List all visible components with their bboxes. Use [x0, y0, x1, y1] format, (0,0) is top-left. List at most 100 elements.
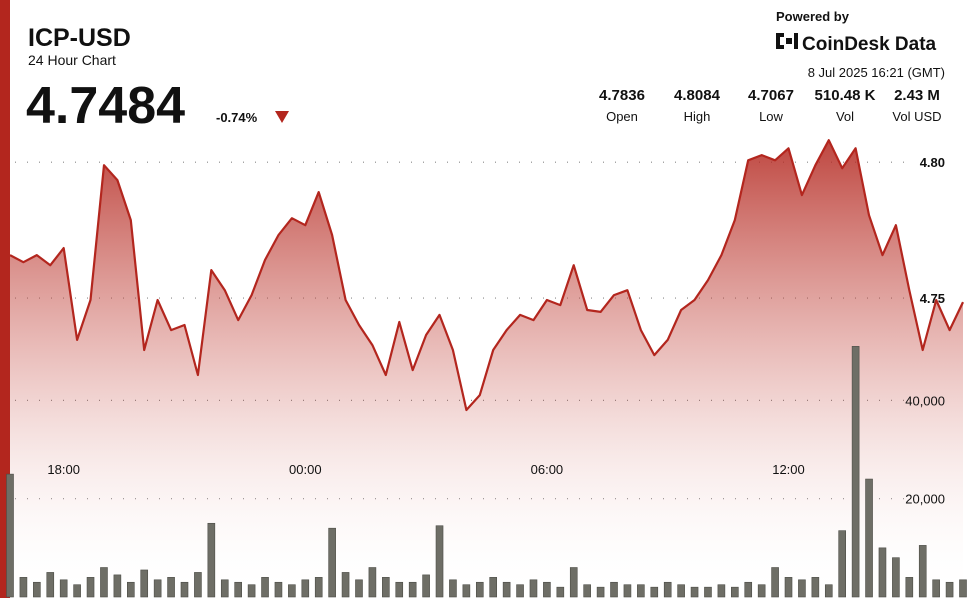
change: -0.74%: [216, 110, 258, 125]
volume-bar: [798, 579, 806, 598]
volume-bar: [516, 584, 524, 598]
volume-bar: [113, 574, 122, 598]
volume-bar: [59, 579, 68, 598]
volume-bar: [905, 577, 914, 598]
stat-value: 4.7836: [599, 87, 645, 104]
volume-bar: [731, 586, 739, 598]
down-arrow: [275, 111, 289, 123]
x-tick-label: 12:00: [772, 462, 805, 477]
volume-bar: [945, 581, 954, 598]
volume-bar: [33, 581, 41, 598]
volume-bar: [19, 577, 28, 598]
accent-bar: [0, 0, 10, 598]
volume-bar: [637, 584, 645, 598]
y-tick-label: 4.75: [920, 291, 945, 306]
volume-bar: [475, 581, 484, 598]
volume-bar: [368, 567, 377, 598]
volume-bar: [892, 557, 900, 598]
volume-bar: [932, 579, 940, 598]
volume-bar: [489, 577, 498, 598]
volume-bar: [784, 577, 793, 598]
volume-bar: [301, 579, 310, 598]
volume-bar: [328, 527, 336, 598]
volume-bar: [677, 584, 685, 598]
volume-bar: [717, 584, 726, 598]
volume-bar: [757, 584, 766, 598]
stat-label: Vol: [836, 109, 854, 124]
volume-bar: [247, 584, 256, 598]
volume-bar: [865, 478, 873, 598]
stat-value: 4.8084: [674, 87, 721, 104]
volume-bar: [46, 572, 55, 598]
volume-bar: [435, 525, 444, 598]
volume-bar: [207, 522, 216, 598]
volume-bar: [314, 577, 323, 598]
stat-label: Open: [606, 109, 638, 124]
volume-bar: [569, 567, 578, 598]
price: 4.7484: [26, 77, 185, 135]
y2-tick-label: 20,000: [905, 492, 945, 507]
volume-bar: [610, 581, 618, 598]
volume-bar: [127, 581, 135, 598]
subtitle: 24 Hour Chart: [28, 52, 116, 68]
y-tick-label: 4.80: [920, 155, 945, 170]
volume-bar: [502, 581, 511, 598]
brand: CoinDesk Data: [802, 34, 937, 55]
stat-value: 4.7067: [748, 87, 794, 104]
volume-bar: [556, 586, 565, 598]
volume-bar: [449, 579, 457, 598]
brand-logo: [776, 33, 798, 49]
volume-bar: [382, 577, 390, 598]
price-area: [10, 140, 963, 598]
volume-bar: [220, 579, 229, 598]
volume-bar: [959, 579, 967, 598]
stat-label: High: [684, 109, 711, 124]
symbol: ICP-USD: [28, 24, 131, 52]
volume-bar: [650, 586, 659, 598]
volume-bar: [462, 584, 471, 598]
x-tick-label: 18:00: [47, 462, 80, 477]
volume-bar: [838, 530, 846, 598]
volume-bar: [234, 581, 242, 598]
volume-bar: [704, 586, 712, 598]
volume-bar: [771, 567, 779, 598]
x-tick-label: 06:00: [531, 462, 564, 477]
volume-bar: [86, 577, 95, 598]
volume-bar: [274, 581, 283, 598]
stat-value: 2.43 M: [894, 87, 940, 104]
volume-bar: [543, 581, 551, 598]
volume-bar: [663, 581, 672, 598]
volume-bar: [395, 581, 404, 598]
volume-bar: [100, 567, 108, 598]
volume-bar: [194, 572, 202, 598]
volume-bar: [824, 584, 833, 598]
volume-bar: [918, 545, 927, 598]
volume-bar: [596, 586, 605, 598]
volume-bar: [811, 577, 820, 598]
volume-bar: [140, 569, 149, 598]
y2-tick-label: 40,000: [905, 393, 945, 408]
volume-bar: [422, 574, 430, 598]
volume-bar: [851, 346, 860, 598]
volume-bar: [167, 577, 175, 598]
volume-bar: [180, 581, 189, 598]
volume-bar: [623, 584, 632, 598]
volume-bar: [744, 581, 753, 598]
volume-bars: [6, 346, 967, 598]
volume-bar: [261, 577, 269, 598]
volume-bar: [341, 572, 350, 598]
volume-bar: [408, 581, 417, 598]
x-tick-label: 00:00: [289, 462, 322, 477]
powered-by: Powered by: [776, 9, 850, 24]
stat-label: Vol USD: [892, 109, 941, 124]
volume-bar: [690, 586, 699, 598]
volume-bar: [153, 579, 162, 598]
stat-label: Low: [759, 109, 783, 124]
plot: 4.80 4.75 40,000 20,000 18:00 00:00 06:00 12:00: [6, 139, 967, 598]
volume-bar: [288, 584, 296, 598]
stat-value: 510.48 K: [815, 87, 876, 104]
price-line: [9, 139, 964, 412]
volume-bar: [6, 473, 14, 598]
